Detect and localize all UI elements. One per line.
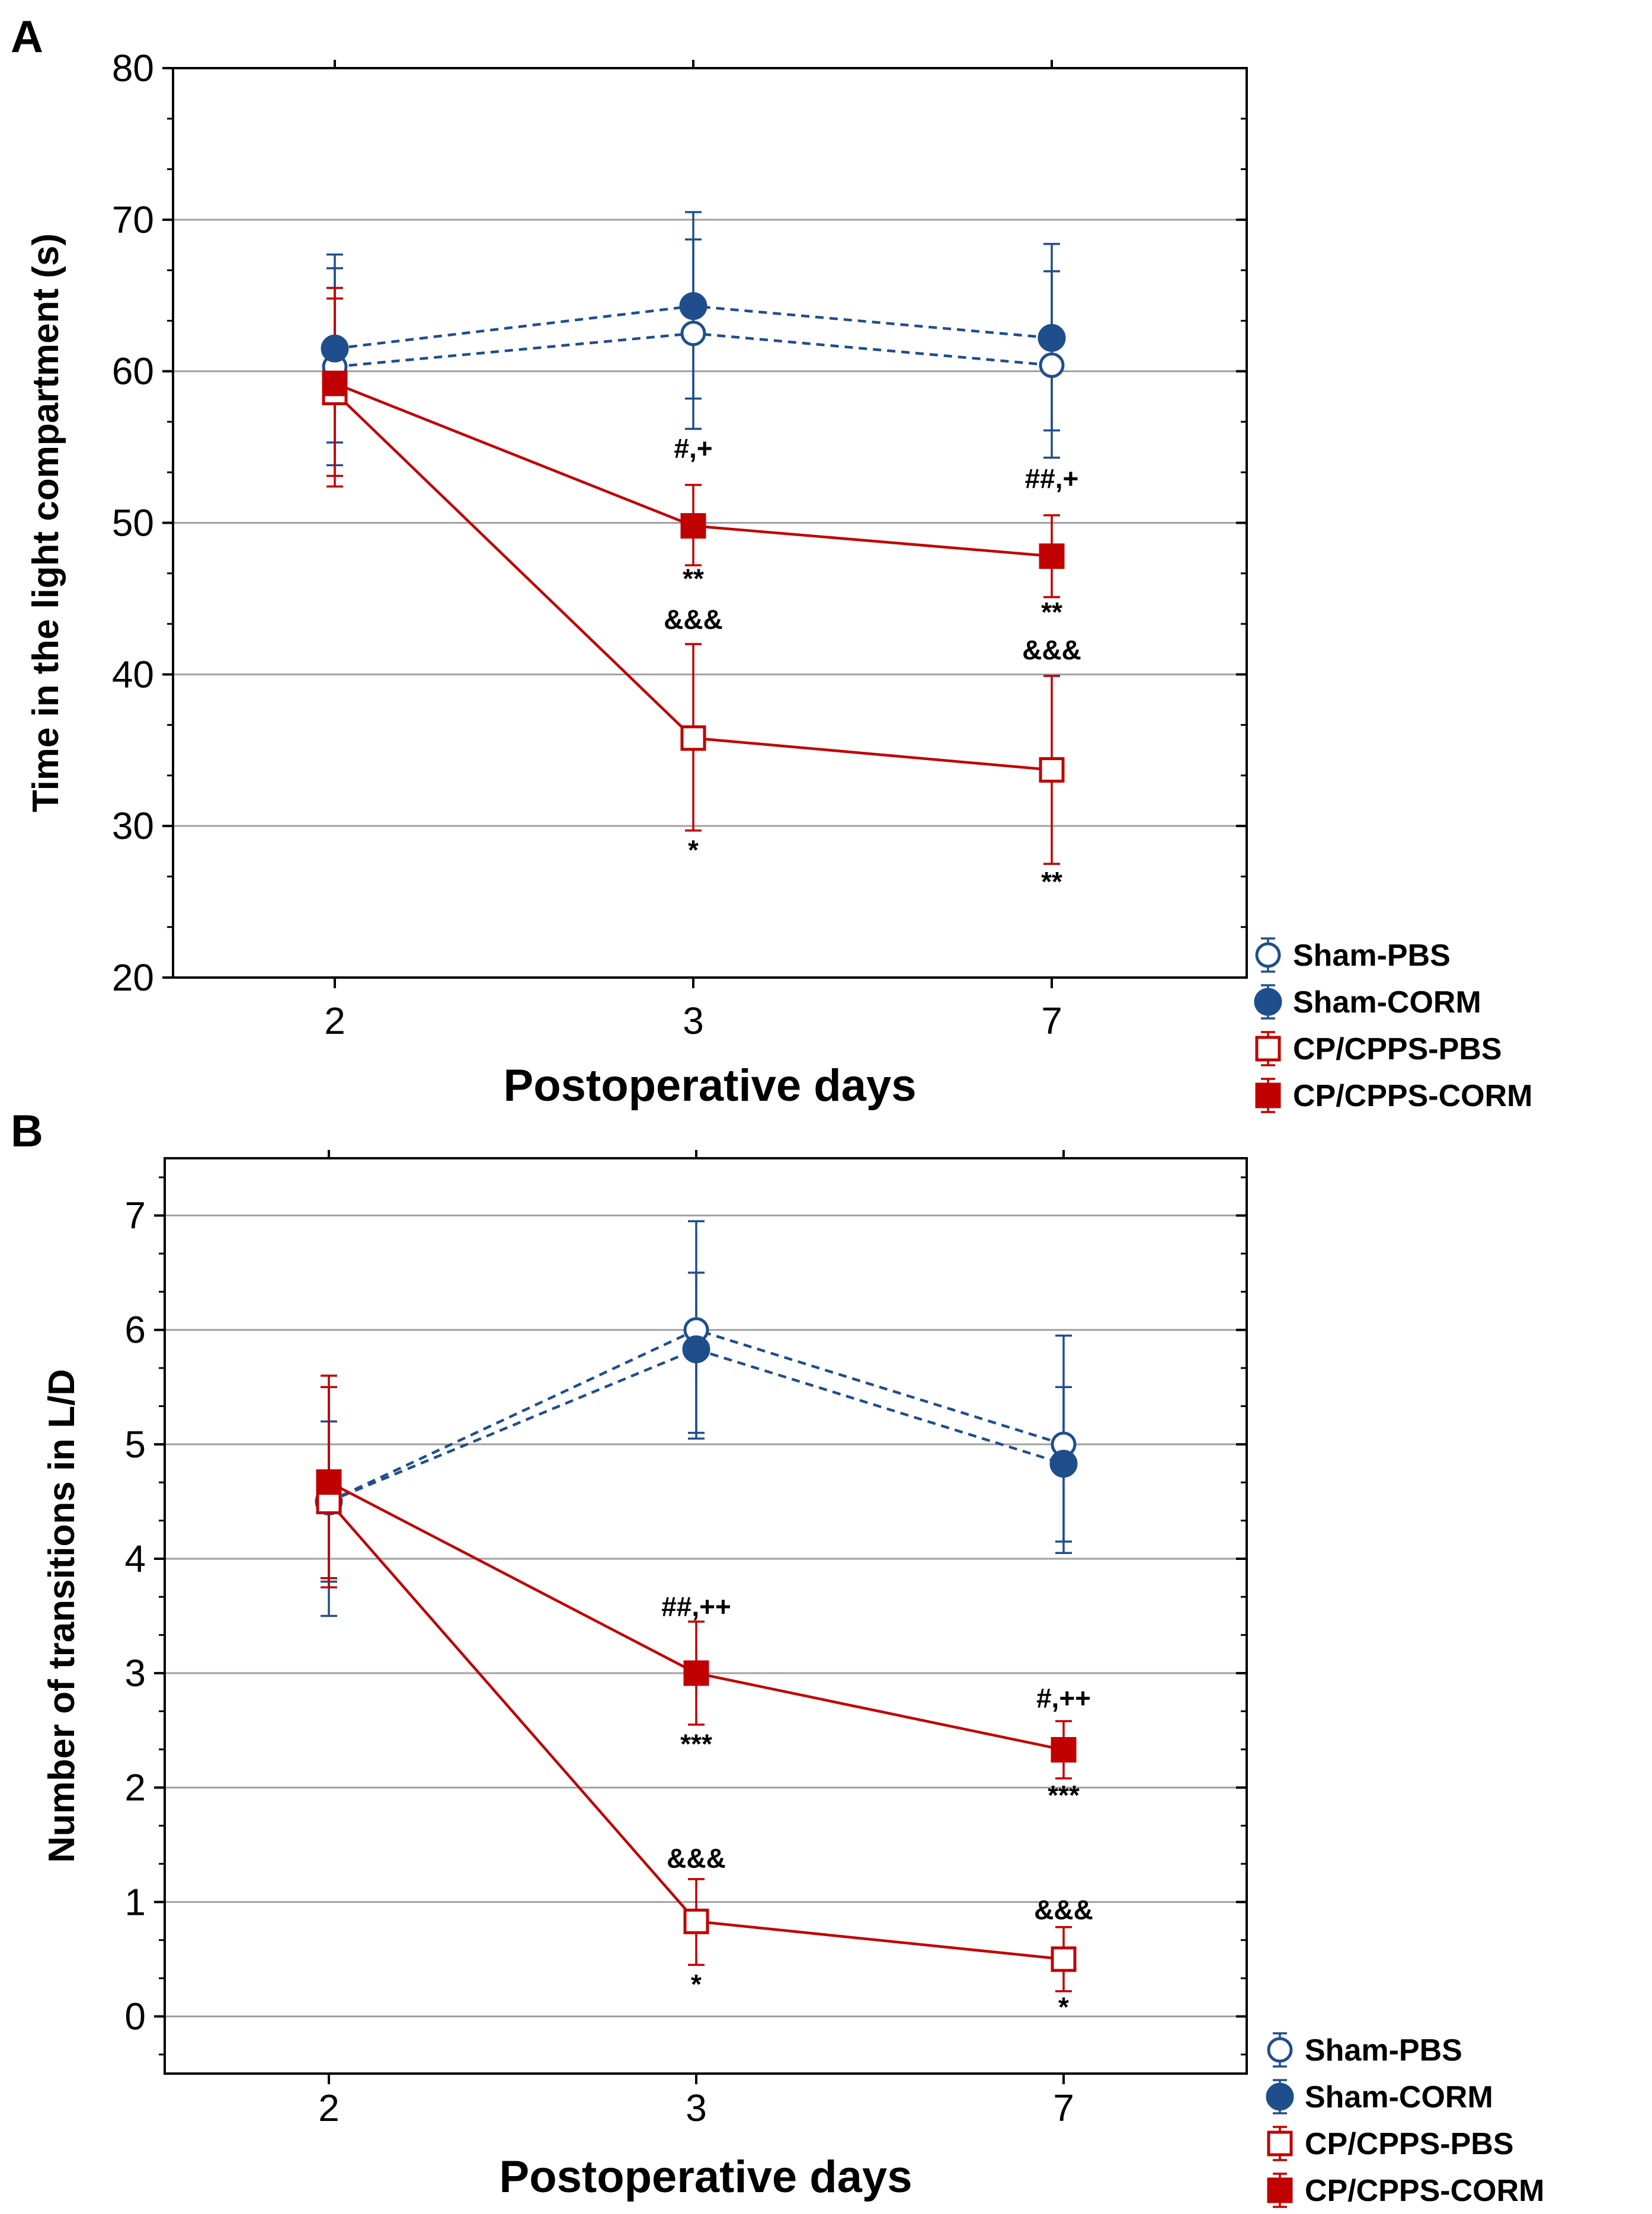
panel-a: A 20 30 40 50 60 70 80 2 3 7 Postoperative days Time…: [11, 12, 1532, 1113]
x-tick-label: 3: [686, 2087, 707, 2129]
y-tick-label: 7: [124, 1194, 146, 1237]
significance-label: &&&: [664, 604, 723, 635]
significance-label: &&&: [667, 1843, 726, 1873]
significance-label: **: [683, 563, 704, 594]
significance-label: ##,++: [661, 1591, 731, 1622]
plot-frame: [164, 1157, 1248, 2075]
significance-label: *: [688, 834, 699, 865]
x-tick-label: 3: [683, 999, 704, 1042]
x-tick-label: 2: [318, 2087, 340, 2129]
data-point: [1039, 352, 1065, 378]
significance-label: *: [691, 1969, 702, 2000]
x-tick-label: 7: [1041, 999, 1062, 1042]
significance-label: **: [1041, 597, 1062, 627]
x-axis-title: Postoperative days: [504, 1060, 917, 1111]
data-point: [321, 334, 349, 363]
significance-label: ***: [1048, 1780, 1080, 1811]
y-tick-label: 3: [124, 1652, 146, 1694]
data-point: [1049, 1450, 1078, 1478]
data-point: [1039, 757, 1065, 783]
legend-marker: [1255, 1036, 1281, 1062]
panel-b: B 0 1 2 3 4 5 6 7 2 3 7 Postoperative days Number of …: [11, 1106, 1544, 2208]
legend-label: Sham-CORM: [1305, 2080, 1493, 2114]
legend-marker: [1266, 2082, 1294, 2111]
y-tick-label: 30: [112, 805, 154, 847]
x-tick-label: 2: [324, 999, 345, 1042]
legend-marker: [1254, 988, 1282, 1016]
data-point: [322, 370, 348, 396]
data-point: [1039, 543, 1065, 569]
data-point: [683, 1660, 709, 1686]
legend-marker: [1267, 2037, 1293, 2063]
y-tick-label: 2: [124, 1766, 146, 1809]
significance-label: &&&: [1022, 635, 1081, 665]
x-tick-label: 7: [1053, 2087, 1074, 2129]
y-tick-label: 5: [124, 1423, 146, 1466]
legend-marker: [1255, 942, 1281, 968]
data-point: [680, 725, 706, 751]
legend-label: CP/CPPS-PBS: [1293, 1032, 1502, 1066]
significance-label: #,+: [674, 432, 712, 463]
data-point: [680, 321, 706, 347]
panel-label: B: [11, 1106, 43, 1156]
data-point: [682, 1335, 710, 1364]
data-point: [680, 513, 706, 539]
y-tick-label: 50: [112, 502, 154, 544]
legend-label: Sham-CORM: [1293, 985, 1481, 1020]
significance-label: #,++: [1036, 1683, 1091, 1713]
y-axis-title: Time in the light compartment (s): [25, 233, 66, 812]
legend-marker: [1267, 2177, 1293, 2203]
y-tick-label: 40: [112, 653, 154, 696]
y-tick-label: 70: [112, 198, 154, 241]
data-point: [1051, 1946, 1077, 1972]
y-tick-label: 80: [112, 47, 154, 89]
legend-label: CP/CPPS-CORM: [1305, 2174, 1544, 2208]
data-point: [683, 1908, 709, 1934]
significance-label: **: [1041, 866, 1062, 897]
x-axis-title: Postoperative days: [500, 2152, 913, 2202]
legend-label: CP/CPPS-PBS: [1305, 2127, 1514, 2161]
y-tick-label: 0: [124, 1995, 146, 2037]
data-point: [1038, 323, 1066, 352]
significance-label: ##,+: [1025, 463, 1079, 494]
series-line: [328, 1348, 1064, 1503]
legend-label: CP/CPPS-CORM: [1293, 1079, 1532, 1113]
significance-label: &&&: [1034, 1894, 1093, 1925]
legend-marker: [1267, 2130, 1293, 2157]
significance-label: ***: [680, 1728, 712, 1759]
y-tick-label: 60: [112, 350, 154, 393]
data-point: [1051, 1736, 1077, 1763]
legend-label: Sham-PBS: [1305, 2033, 1462, 2068]
data-point: [316, 1469, 342, 1495]
y-tick-label: 6: [124, 1309, 146, 1351]
legend-marker: [1255, 1082, 1281, 1108]
legend-label: Sham-PBS: [1293, 938, 1451, 973]
data-point: [679, 292, 707, 321]
y-tick-label: 4: [124, 1537, 146, 1580]
y-tick-label: 1: [124, 1880, 146, 1923]
y-axis-title: Number of transitions in L/D: [41, 1369, 82, 1863]
panel-label: A: [11, 12, 43, 62]
significance-label: *: [1058, 1991, 1069, 2022]
y-tick-label: 20: [112, 956, 154, 999]
